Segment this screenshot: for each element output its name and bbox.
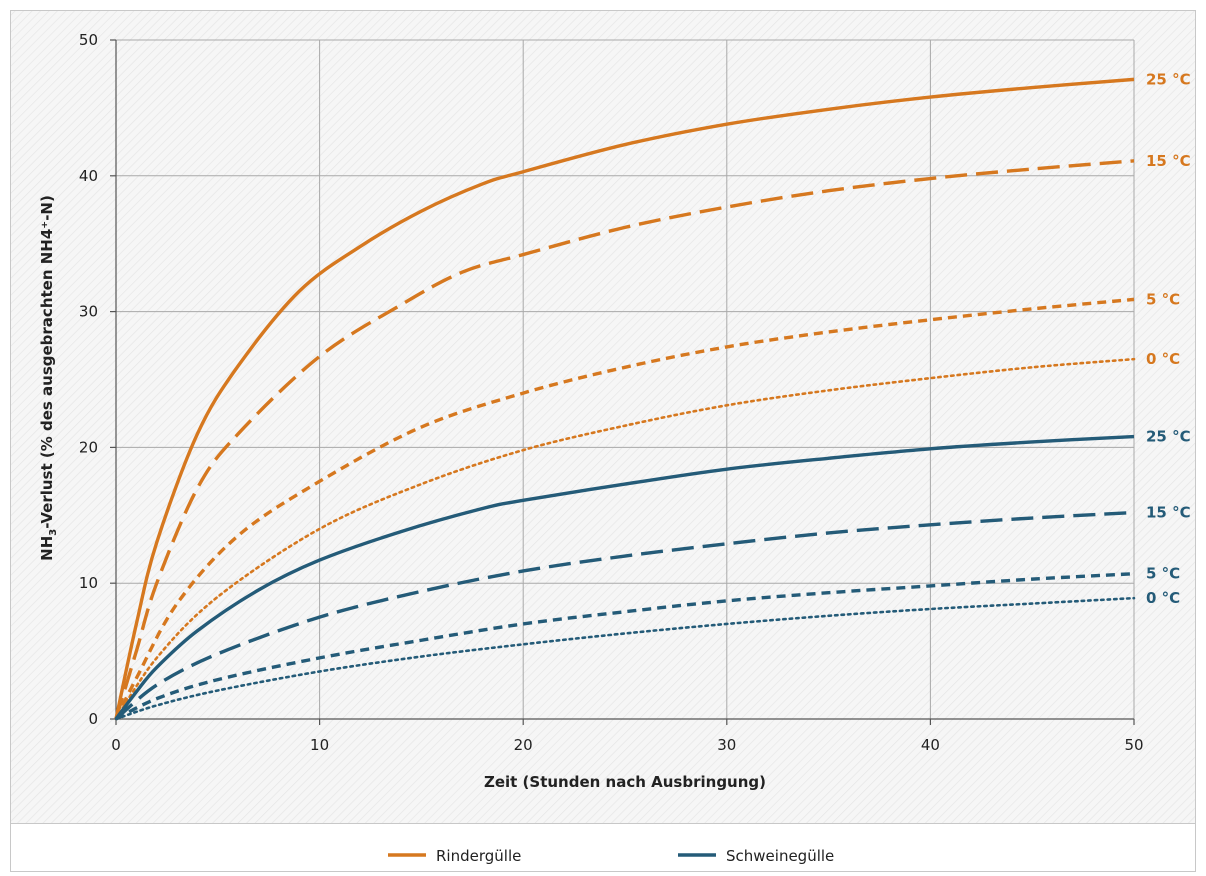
series-end-label: 15 °C <box>1146 152 1191 170</box>
series-end-label: 25 °C <box>1146 428 1191 446</box>
x-tick-label: 0 <box>111 736 121 754</box>
y-tick-label: 40 <box>79 167 98 185</box>
legend-label-rindergulle: Rindergülle <box>436 847 521 865</box>
series-end-label: 0 °C <box>1146 589 1180 607</box>
y-tick-label: 50 <box>79 31 98 49</box>
y-tick-label: 10 <box>79 574 98 592</box>
y-tick-label: 30 <box>79 303 98 321</box>
x-tick-label: 50 <box>1124 736 1143 754</box>
series-end-labels: 25 °C 15 °C 5 °C 0 °C 25 °C 15 °C 5 °C 0 °C <box>1146 70 1191 607</box>
y-axis-title-post: -Verlust (% des ausgebrachten NH4⁺-N) <box>38 195 56 529</box>
legend: Rindergülle Schweinegülle <box>388 847 834 865</box>
series-lines <box>114 77 1136 721</box>
y-axis-title-pre: NH <box>38 536 56 561</box>
series-line-rindergulle-15c <box>114 159 1135 720</box>
y-axis-title: NH3-Verlust (% des ausgebrachten NH4⁺-N) <box>38 195 59 561</box>
series-line-rindergulle-25c <box>114 77 1135 720</box>
legend-label-schweinegulle: Schweinegülle <box>726 847 834 865</box>
series-end-label: 5 °C <box>1146 290 1180 308</box>
x-tick-label: 30 <box>717 736 736 754</box>
x-tick-label: 20 <box>514 736 533 754</box>
plot-area <box>116 40 1134 719</box>
series-line-rindergulle-0c <box>114 357 1136 721</box>
series-line-schweinegulle-15c <box>114 510 1135 721</box>
axes: 0 10 20 30 40 50 0 10 20 30 40 50 <box>79 31 1144 754</box>
legend-panel-background <box>10 823 1196 872</box>
y-tick-label: 20 <box>79 438 98 456</box>
series-line-schweinegulle-25c <box>114 434 1135 721</box>
series-line-schweinegulle-5c <box>115 571 1135 721</box>
series-end-label: 15 °C <box>1146 504 1191 522</box>
series-end-label: 25 °C <box>1146 70 1191 88</box>
series-end-label: 5 °C <box>1146 565 1180 583</box>
series-line-schweinegulle-0c <box>114 596 1136 721</box>
y-tick-label: 0 <box>88 710 98 728</box>
series-line-rindergulle-5c <box>114 297 1135 720</box>
x-axis-title: Zeit (Stunden nach Ausbringung) <box>484 773 766 791</box>
x-tick-label: 40 <box>921 736 940 754</box>
x-tick-label: 10 <box>310 736 329 754</box>
y-axis-title-sub: 3 <box>48 529 59 536</box>
grid-lines <box>116 39 1135 719</box>
series-end-label: 0 °C <box>1146 350 1180 368</box>
